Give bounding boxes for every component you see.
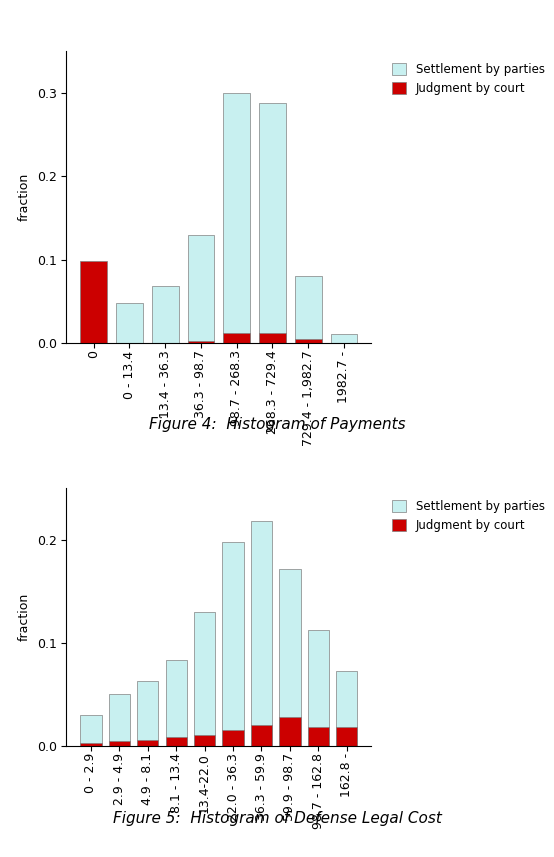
Bar xyxy=(295,276,321,343)
Text: Figure 5:  Histogram of Defense Legal Cost: Figure 5: Histogram of Defense Legal Cos… xyxy=(112,811,442,826)
Bar xyxy=(279,716,300,746)
Bar xyxy=(223,333,250,343)
Y-axis label: fraction: fraction xyxy=(18,173,31,221)
X-axis label: log of payment (thousand
dollars): log of payment (thousand dollars) xyxy=(138,523,300,550)
Legend: Settlement by parties, Judgment by court: Settlement by parties, Judgment by court xyxy=(386,494,551,538)
Bar xyxy=(331,334,357,343)
Bar xyxy=(251,725,272,746)
Bar xyxy=(307,631,329,746)
Bar xyxy=(222,542,244,746)
Bar xyxy=(80,742,101,746)
Bar xyxy=(188,235,214,343)
Bar xyxy=(223,93,250,343)
Bar xyxy=(295,339,321,343)
Bar xyxy=(109,741,130,746)
Bar xyxy=(137,740,158,746)
Bar xyxy=(188,341,214,343)
Bar xyxy=(80,261,107,343)
Bar xyxy=(251,521,272,746)
Bar xyxy=(194,612,216,746)
Bar xyxy=(259,103,286,343)
Bar xyxy=(336,727,357,746)
Legend: Settlement by parties, Judgment by court: Settlement by parties, Judgment by court xyxy=(386,57,551,101)
Bar xyxy=(259,333,286,343)
Bar xyxy=(152,286,178,343)
Bar xyxy=(166,660,187,746)
Bar xyxy=(109,694,130,746)
Bar xyxy=(307,727,329,746)
Bar xyxy=(80,715,101,746)
Y-axis label: fraction: fraction xyxy=(18,593,31,641)
Text: Figure 4:  Histogram of Payments: Figure 4: Histogram of Payments xyxy=(148,417,406,432)
Bar xyxy=(279,569,300,746)
Bar xyxy=(336,670,357,746)
Bar xyxy=(116,303,143,343)
Bar xyxy=(222,730,244,746)
Bar xyxy=(194,735,216,746)
Bar xyxy=(137,680,158,746)
Bar xyxy=(166,737,187,746)
